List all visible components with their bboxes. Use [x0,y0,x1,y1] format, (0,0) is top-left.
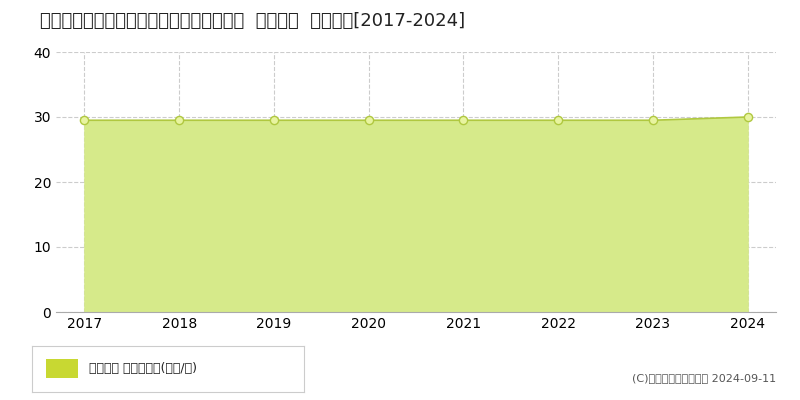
Text: 新潟県新潟市西区小针４丁目７Ｓ０番５外  地価公示  地価推移[2017-2024]: 新潟県新潟市西区小针４丁目７Ｓ０番５外 地価公示 地価推移[2017-2024] [40,12,465,30]
Point [173,117,186,124]
Point [362,117,375,124]
Text: 地価公示 平均坤単価(万円/坤): 地価公示 平均坤単価(万円/坤) [89,362,197,375]
Point [741,114,754,120]
Point [78,117,91,124]
Point [646,117,659,124]
Point [552,117,565,124]
Point [457,117,470,124]
Text: (C)土地価格ドットコム 2024-09-11: (C)土地価格ドットコム 2024-09-11 [632,373,776,383]
Bar [46,359,78,378]
Point [267,117,280,124]
